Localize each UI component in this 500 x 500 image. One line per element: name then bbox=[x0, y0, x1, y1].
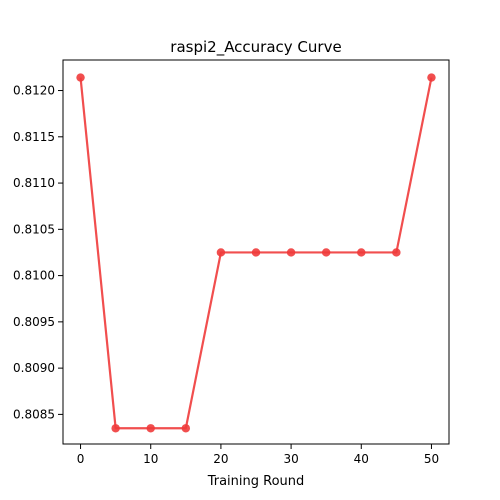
data-point bbox=[111, 424, 119, 432]
x-tick-label: 0 bbox=[77, 452, 85, 466]
y-tick-label: 0.8105 bbox=[13, 222, 55, 236]
x-tick-label: 30 bbox=[283, 452, 298, 466]
chart-title: raspi2_Accuracy Curve bbox=[170, 38, 341, 57]
y-tick-label: 0.8095 bbox=[13, 315, 55, 329]
data-point bbox=[357, 248, 365, 256]
x-tick-label: 40 bbox=[354, 452, 369, 466]
y-tick-label: 0.8115 bbox=[13, 130, 55, 144]
data-point bbox=[427, 73, 435, 81]
data-point bbox=[147, 424, 155, 432]
x-tick-label: 10 bbox=[143, 452, 158, 466]
data-point bbox=[252, 248, 260, 256]
y-tick-label: 0.8090 bbox=[13, 361, 55, 375]
data-point bbox=[182, 424, 190, 432]
data-point bbox=[287, 248, 295, 256]
y-tick-label: 0.8120 bbox=[13, 84, 55, 98]
data-point bbox=[392, 248, 400, 256]
y-tick-label: 0.8100 bbox=[13, 269, 55, 283]
y-tick-label: 0.8110 bbox=[13, 176, 55, 190]
data-point bbox=[322, 248, 330, 256]
data-point bbox=[76, 73, 84, 81]
x-tick-label: 20 bbox=[213, 452, 228, 466]
x-tick-label: 50 bbox=[424, 452, 439, 466]
x-axis-label: Training Round bbox=[207, 474, 305, 489]
y-tick-label: 0.8085 bbox=[13, 407, 55, 421]
data-point bbox=[217, 248, 225, 256]
